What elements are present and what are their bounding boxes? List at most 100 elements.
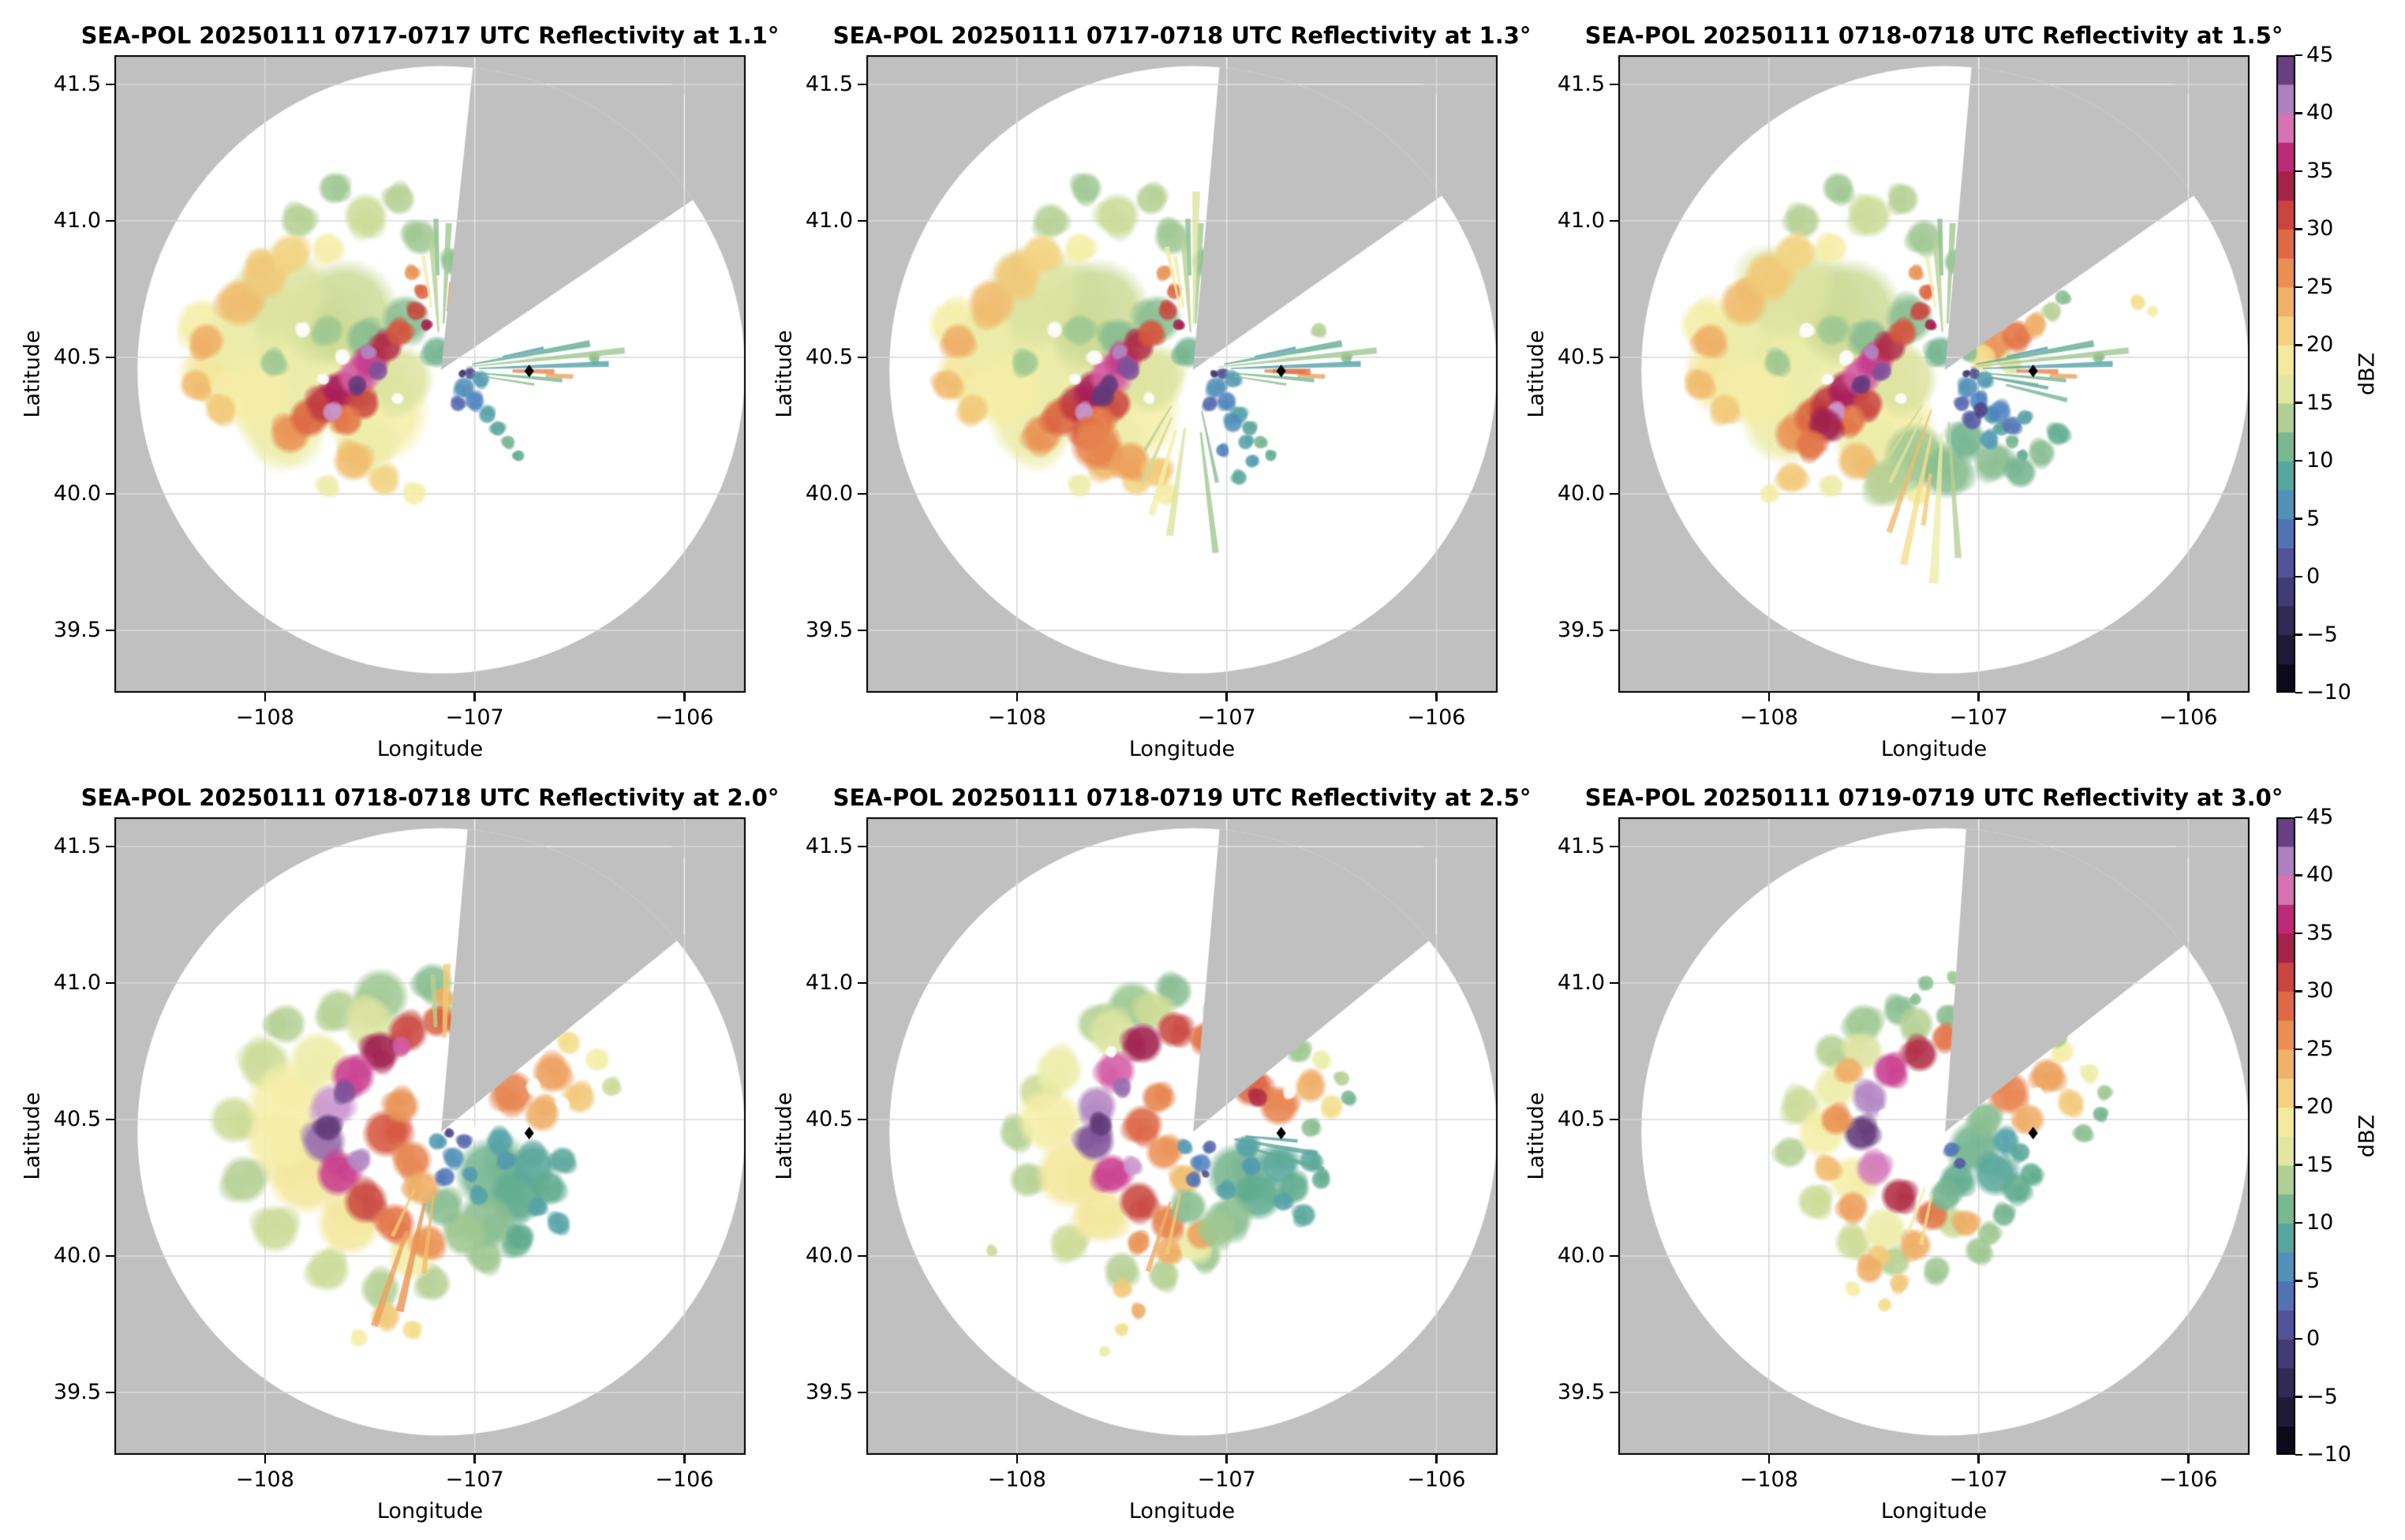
tick-mark bbox=[2295, 54, 2302, 57]
tick-label: 40.5 bbox=[53, 345, 101, 370]
colorbar-tick-label: 5 bbox=[2306, 1268, 2321, 1293]
tick-mark bbox=[106, 492, 114, 495]
tick-mark bbox=[2295, 816, 2302, 819]
radar-panel-4: SEA-POL 20250111 0718-0718 UTC Reflectiv… bbox=[21, 784, 780, 1523]
tick-label: −108 bbox=[1739, 705, 1798, 730]
x-axis-label: Longitude bbox=[1128, 737, 1236, 761]
tick-label: −108 bbox=[1739, 1467, 1798, 1492]
tick-mark bbox=[1610, 845, 1618, 848]
colorbar-tick-label: −5 bbox=[2306, 1384, 2338, 1409]
tick-label: 41.0 bbox=[805, 970, 853, 996]
colorbar-canvas bbox=[2276, 817, 2295, 1455]
colorbar-tick-label: 15 bbox=[2306, 390, 2334, 415]
tick-mark bbox=[858, 219, 866, 222]
tick-mark bbox=[2295, 1337, 2302, 1340]
tick-label: 39.5 bbox=[805, 618, 853, 643]
tick-mark bbox=[106, 219, 114, 222]
tick-label: −107 bbox=[1197, 1467, 1256, 1492]
tick-mark bbox=[858, 356, 866, 359]
radar-panel-1: SEA-POL 20250111 0717-0717 UTC Reflectiv… bbox=[21, 22, 780, 761]
tick-label: 40.5 bbox=[53, 1107, 101, 1132]
colorbar-tick-label: 15 bbox=[2306, 1152, 2334, 1177]
tick-mark bbox=[2295, 1164, 2302, 1166]
tick-label: −106 bbox=[655, 705, 714, 730]
colorbar-tick-label: 20 bbox=[2306, 1094, 2334, 1119]
tick-mark bbox=[2187, 693, 2190, 701]
colorbar-row-1: dBZ −10 −5 0 5 10 15 20 25 30 35 40 45 bbox=[2276, 43, 2380, 705]
tick-label: −107 bbox=[1197, 705, 1256, 730]
panel-title: SEA-POL 20250111 0718-0718 UTC Reflectiv… bbox=[1584, 22, 2283, 49]
tick-label: −107 bbox=[1949, 705, 2008, 730]
tick-mark bbox=[858, 629, 866, 632]
tick-label: 41.5 bbox=[53, 834, 101, 859]
radar-panel-2: SEA-POL 20250111 0717-0718 UTC Reflectiv… bbox=[772, 22, 1532, 761]
colorbar-tick-label: 10 bbox=[2306, 448, 2334, 473]
x-axis-label: Longitude bbox=[376, 737, 484, 761]
tick-mark bbox=[2295, 1453, 2302, 1456]
tick-label: 40.0 bbox=[1557, 481, 1605, 506]
radar-panel-3: SEA-POL 20250111 0718-0718 UTC Reflectiv… bbox=[1524, 22, 2283, 761]
colorbar-tick-label: 5 bbox=[2306, 506, 2321, 531]
tick-mark bbox=[683, 1455, 686, 1463]
tick-label: −108 bbox=[987, 705, 1046, 730]
tick-mark bbox=[2295, 874, 2302, 877]
tick-label: 41.0 bbox=[805, 208, 853, 234]
tick-mark bbox=[1610, 356, 1618, 359]
x-axis-label: Longitude bbox=[1128, 1499, 1236, 1523]
tick-mark bbox=[2295, 691, 2302, 694]
radar-panel-6: SEA-POL 20250111 0719-0719 UTC Reflectiv… bbox=[1524, 784, 2283, 1523]
tick-label: 40.0 bbox=[53, 481, 101, 506]
colorbar-canvas bbox=[2276, 55, 2295, 693]
tick-mark bbox=[2295, 518, 2302, 520]
tick-mark bbox=[858, 845, 866, 848]
colorbar-unit-label: dBZ bbox=[2355, 1114, 2380, 1158]
tick-label: 41.5 bbox=[1557, 72, 1605, 97]
tick-mark bbox=[2295, 1280, 2302, 1282]
tick-label: 40.0 bbox=[805, 1243, 853, 1269]
colorbar-tick-label: 35 bbox=[2306, 158, 2334, 183]
reflectivity-map-canvas bbox=[1618, 817, 2250, 1455]
colorbar-row-2: dBZ −10 −5 0 5 10 15 20 25 30 35 40 45 bbox=[2276, 805, 2380, 1467]
tick-label: 39.5 bbox=[1557, 618, 1605, 643]
tick-mark bbox=[106, 981, 114, 985]
y-axis-label: Latitude bbox=[1524, 1092, 1549, 1180]
tick-mark bbox=[2295, 228, 2302, 230]
colorbar-tick-label: 35 bbox=[2306, 920, 2334, 945]
colorbar-tick-label: 0 bbox=[2306, 1326, 2321, 1351]
tick-mark bbox=[2295, 932, 2302, 935]
tick-mark bbox=[106, 1254, 114, 1258]
tick-mark bbox=[2295, 286, 2302, 289]
tick-label: 40.0 bbox=[53, 1243, 101, 1269]
tick-mark bbox=[1610, 981, 1618, 985]
tick-mark bbox=[2295, 170, 2302, 173]
colorbar-tick-label: −10 bbox=[2306, 1442, 2351, 1467]
radar-panel-5: SEA-POL 20250111 0718-0719 UTC Reflectiv… bbox=[772, 784, 1532, 1523]
colorbar-tick-label: 25 bbox=[2306, 1036, 2334, 1061]
tick-label: 40.0 bbox=[1557, 1243, 1605, 1269]
y-axis-label: Latitude bbox=[772, 1092, 797, 1180]
colorbar-tick-label: −10 bbox=[2306, 680, 2351, 705]
tick-label: −108 bbox=[987, 1467, 1046, 1492]
colorbar-tick-label: −5 bbox=[2306, 622, 2338, 647]
tick-mark bbox=[858, 83, 866, 86]
tick-label: 40.5 bbox=[805, 1107, 853, 1132]
tick-label: 39.5 bbox=[1557, 1380, 1605, 1405]
tick-label: 39.5 bbox=[53, 1380, 101, 1405]
colorbar-tick-label: 40 bbox=[2306, 100, 2334, 125]
colorbar-tick-label: 20 bbox=[2306, 332, 2334, 357]
tick-mark bbox=[1225, 693, 1228, 701]
reflectivity-map-canvas bbox=[114, 55, 746, 693]
tick-mark bbox=[1225, 1455, 1228, 1463]
colorbar-tick-label: 30 bbox=[2306, 216, 2334, 241]
tick-label: −107 bbox=[445, 705, 504, 730]
tick-mark bbox=[1015, 693, 1019, 701]
x-axis-label: Longitude bbox=[1880, 737, 1988, 761]
tick-label: 39.5 bbox=[53, 618, 101, 643]
tick-mark bbox=[264, 1455, 267, 1463]
reflectivity-map-canvas bbox=[1618, 55, 2250, 693]
tick-mark bbox=[2295, 1221, 2302, 1224]
tick-mark bbox=[106, 845, 114, 848]
colorbar-unit-label: dBZ bbox=[2355, 352, 2380, 396]
tick-label: −106 bbox=[1407, 1467, 1466, 1492]
